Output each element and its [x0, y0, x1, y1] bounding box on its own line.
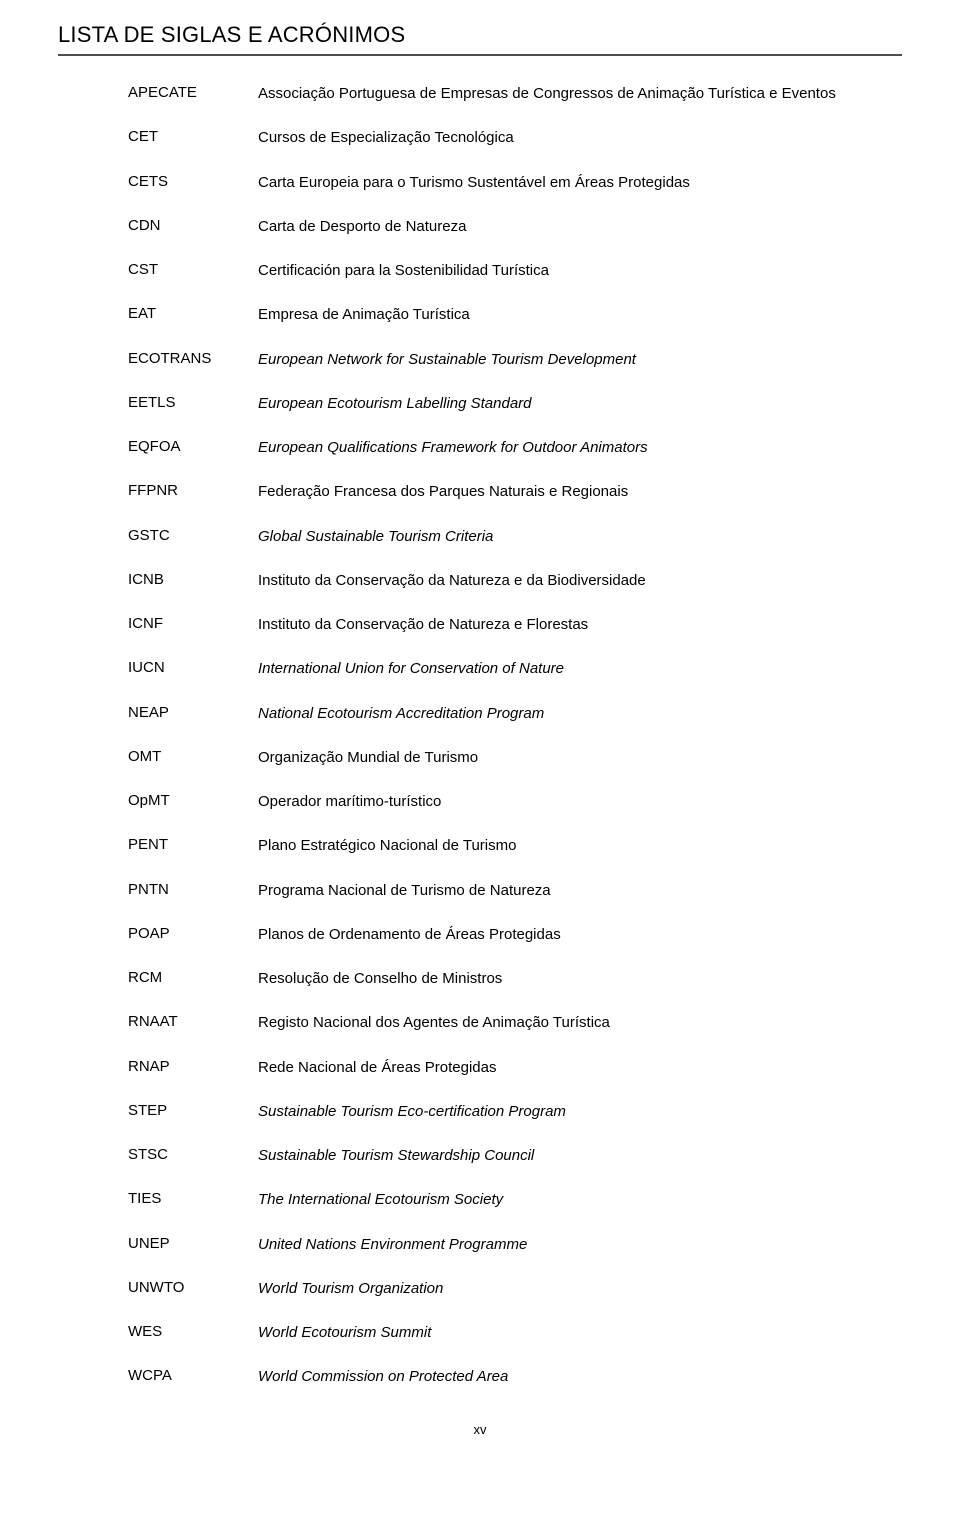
- acronym-term: ICNB: [128, 571, 258, 588]
- acronym-term: PNTN: [128, 881, 258, 898]
- acronym-definition: World Commission on Protected Area: [258, 1367, 902, 1387]
- acronym-definition: Operador marítimo-turístico: [258, 792, 902, 812]
- acronym-row: OpMTOperador marítimo-turístico: [128, 792, 902, 812]
- acronym-definition: Federação Francesa dos Parques Naturais …: [258, 482, 902, 502]
- acronym-definition: European Qualifications Framework for Ou…: [258, 438, 902, 458]
- acronym-term: ICNF: [128, 615, 258, 632]
- acronym-definition: Cursos de Especialização Tecnológica: [258, 128, 902, 148]
- acronym-row: EATEmpresa de Animação Turística: [128, 305, 902, 325]
- acronym-term: CETS: [128, 173, 258, 190]
- acronym-term: CST: [128, 261, 258, 278]
- acronym-term: POAP: [128, 925, 258, 942]
- acronym-term: WCPA: [128, 1367, 258, 1384]
- acronym-term: RCM: [128, 969, 258, 986]
- acronym-row: APECATEAssociação Portuguesa de Empresas…: [128, 84, 902, 104]
- acronym-definition: Global Sustainable Tourism Criteria: [258, 527, 902, 547]
- page-title: LISTA DE SIGLAS E ACRÓNIMOS: [58, 22, 902, 48]
- acronym-definition: The International Ecotourism Society: [258, 1190, 902, 1210]
- acronym-term: STSC: [128, 1146, 258, 1163]
- acronym-row: UNWTOWorld Tourism Organization: [128, 1279, 902, 1299]
- acronym-definition: Instituto da Conservação de Natureza e F…: [258, 615, 902, 635]
- acronym-row: FFPNRFederação Francesa dos Parques Natu…: [128, 482, 902, 502]
- acronym-term: PENT: [128, 836, 258, 853]
- acronym-definition: European Ecotourism Labelling Standard: [258, 394, 902, 414]
- acronym-definition: World Tourism Organization: [258, 1279, 902, 1299]
- acronym-definition: Programa Nacional de Turismo de Natureza: [258, 881, 902, 901]
- acronym-row: UNEPUnited Nations Environment Programme: [128, 1235, 902, 1255]
- acronym-row: NEAPNational Ecotourism Accreditation Pr…: [128, 704, 902, 724]
- acronym-row: CDNCarta de Desporto de Natureza: [128, 217, 902, 237]
- acronym-term: UNEP: [128, 1235, 258, 1252]
- acronym-row: EETLSEuropean Ecotourism Labelling Stand…: [128, 394, 902, 414]
- acronym-definition: Resolução de Conselho de Ministros: [258, 969, 902, 989]
- acronym-row: STEPSustainable Tourism Eco-certificatio…: [128, 1102, 902, 1122]
- acronym-term: FFPNR: [128, 482, 258, 499]
- acronym-row: WESWorld Ecotourism Summit: [128, 1323, 902, 1343]
- acronym-row: GSTCGlobal Sustainable Tourism Criteria: [128, 527, 902, 547]
- acronym-definition: Instituto da Conservação da Natureza e d…: [258, 571, 902, 591]
- acronym-definition: United Nations Environment Programme: [258, 1235, 902, 1255]
- acronym-row: EQFOAEuropean Qualifications Framework f…: [128, 438, 902, 458]
- acronym-definition: National Ecotourism Accreditation Progra…: [258, 704, 902, 724]
- acronym-row: RNAATRegisto Nacional dos Agentes de Ani…: [128, 1013, 902, 1033]
- acronym-definition: Carta Europeia para o Turismo Sustentáve…: [258, 173, 902, 193]
- acronym-row: ICNFInstituto da Conservação de Natureza…: [128, 615, 902, 635]
- acronym-row: CETSCarta Europeia para o Turismo Susten…: [128, 173, 902, 193]
- acronym-term: OMT: [128, 748, 258, 765]
- acronym-term: EQFOA: [128, 438, 258, 455]
- acronym-row: CSTCertificación para la Sostenibilidad …: [128, 261, 902, 281]
- page-number: xv: [58, 1422, 902, 1437]
- acronym-definition: World Ecotourism Summit: [258, 1323, 902, 1343]
- acronym-row: PNTNPrograma Nacional de Turismo de Natu…: [128, 881, 902, 901]
- acronym-definition: Empresa de Animação Turística: [258, 305, 902, 325]
- acronym-term: CDN: [128, 217, 258, 234]
- acronym-definition: European Network for Sustainable Tourism…: [258, 350, 902, 370]
- acronym-row: PENTPlano Estratégico Nacional de Turism…: [128, 836, 902, 856]
- acronym-definition: Sustainable Tourism Stewardship Council: [258, 1146, 902, 1166]
- acronym-row: CETCursos de Especialização Tecnológica: [128, 128, 902, 148]
- acronym-term: IUCN: [128, 659, 258, 676]
- acronym-definition: International Union for Conservation of …: [258, 659, 902, 679]
- acronym-term: OpMT: [128, 792, 258, 809]
- acronym-term: APECATE: [128, 84, 258, 101]
- acronym-definition: Registo Nacional dos Agentes de Animação…: [258, 1013, 902, 1033]
- acronym-term: WES: [128, 1323, 258, 1340]
- acronym-term: RNAAT: [128, 1013, 258, 1030]
- acronym-term: EETLS: [128, 394, 258, 411]
- acronym-term: RNAP: [128, 1058, 258, 1075]
- acronym-definition: Planos de Ordenamento de Áreas Protegida…: [258, 925, 902, 945]
- acronym-definition: Organização Mundial de Turismo: [258, 748, 902, 768]
- acronym-term: CET: [128, 128, 258, 145]
- acronym-term: NEAP: [128, 704, 258, 721]
- acronym-definition: Plano Estratégico Nacional de Turismo: [258, 836, 902, 856]
- acronym-row: POAPPlanos de Ordenamento de Áreas Prote…: [128, 925, 902, 945]
- acronym-definition: Certificación para la Sostenibilidad Tur…: [258, 261, 902, 281]
- acronym-row: RNAPRede Nacional de Áreas Protegidas: [128, 1058, 902, 1078]
- title-divider: [58, 54, 902, 56]
- acronym-term: STEP: [128, 1102, 258, 1119]
- acronym-term: GSTC: [128, 527, 258, 544]
- acronym-row: IUCNInternational Union for Conservation…: [128, 659, 902, 679]
- acronym-term: ECOTRANS: [128, 350, 258, 367]
- acronym-row: WCPAWorld Commission on Protected Area: [128, 1367, 902, 1387]
- acronym-definition: Rede Nacional de Áreas Protegidas: [258, 1058, 902, 1078]
- acronym-definition: Sustainable Tourism Eco-certification Pr…: [258, 1102, 902, 1122]
- acronym-term: EAT: [128, 305, 258, 322]
- acronym-term: UNWTO: [128, 1279, 258, 1296]
- acronym-row: TIESThe International Ecotourism Society: [128, 1190, 902, 1210]
- acronym-row: STSCSustainable Tourism Stewardship Coun…: [128, 1146, 902, 1166]
- acronym-row: ICNBInstituto da Conservação da Natureza…: [128, 571, 902, 591]
- acronym-definition: Carta de Desporto de Natureza: [258, 217, 902, 237]
- acronym-definition: Associação Portuguesa de Empresas de Con…: [258, 84, 902, 104]
- acronym-term: TIES: [128, 1190, 258, 1207]
- acronym-row: RCMResolução de Conselho de Ministros: [128, 969, 902, 989]
- acronym-list: APECATEAssociação Portuguesa de Empresas…: [58, 84, 902, 1388]
- acronym-row: OMTOrganização Mundial de Turismo: [128, 748, 902, 768]
- acronym-row: ECOTRANSEuropean Network for Sustainable…: [128, 350, 902, 370]
